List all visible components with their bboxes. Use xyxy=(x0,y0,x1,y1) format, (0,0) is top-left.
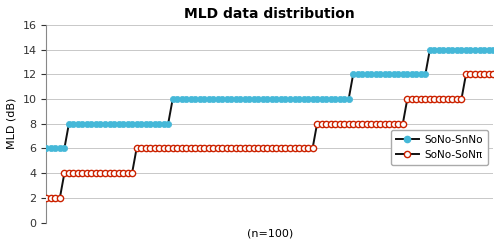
Line: SoNo-SoNπ: SoNo-SoNπ xyxy=(43,71,496,201)
SoNo-SoNπ xyxy=(463,73,469,76)
SoNo-SnNo xyxy=(147,122,153,125)
X-axis label: (n=100): (n=100) xyxy=(246,228,293,238)
SoNo-SoNπ xyxy=(44,196,50,199)
Y-axis label: MLD (dB): MLD (dB) xyxy=(7,98,17,149)
Legend: SoNo-SnNo, SoNo-SoNπ: SoNo-SnNo, SoNo-SoNπ xyxy=(391,130,488,165)
Line: SoNo-SnNo: SoNo-SnNo xyxy=(43,47,496,151)
SoNo-SnNo xyxy=(44,147,50,150)
SoNo-SoNπ xyxy=(490,73,496,76)
SoNo-SoNπ xyxy=(472,73,478,76)
SoNo-SoNπ xyxy=(310,147,316,150)
SoNo-SnNo xyxy=(427,48,433,51)
SoNo-SoNπ xyxy=(274,147,280,150)
SoNo-SoNπ xyxy=(454,98,460,100)
SoNo-SnNo xyxy=(274,98,280,100)
SoNo-SoNπ xyxy=(129,172,135,175)
SoNo-SnNo xyxy=(458,48,464,51)
SoNo-SnNo xyxy=(490,48,496,51)
SoNo-SnNo xyxy=(472,48,478,51)
Title: MLD data distribution: MLD data distribution xyxy=(184,7,355,21)
SoNo-SoNπ xyxy=(147,147,153,150)
SoNo-SnNo xyxy=(310,98,316,100)
SoNo-SnNo xyxy=(129,122,135,125)
